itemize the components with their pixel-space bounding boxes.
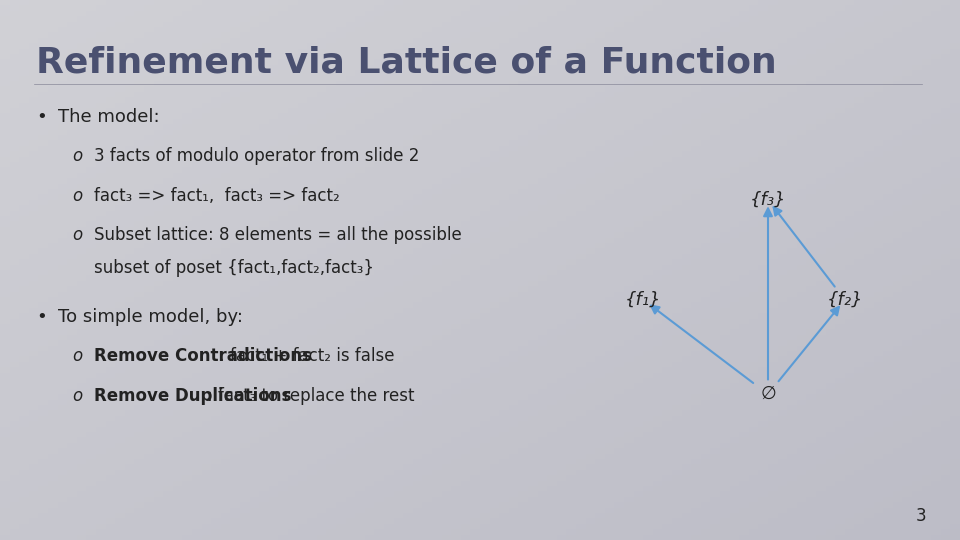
Text: : fact₁ + fact₂ is false: : fact₁ + fact₂ is false xyxy=(219,347,395,365)
Text: Subset lattice: 8 elements = all the possible: Subset lattice: 8 elements = all the pos… xyxy=(94,226,462,244)
Text: Refinement via Lattice of a Function: Refinement via Lattice of a Function xyxy=(36,46,778,80)
Text: To simple model, by:: To simple model, by: xyxy=(58,308,243,326)
Text: 3 facts of modulo operator from slide 2: 3 facts of modulo operator from slide 2 xyxy=(94,147,420,165)
Text: fact₃ => fact₁,  fact₃ => fact₂: fact₃ => fact₁, fact₃ => fact₂ xyxy=(94,187,340,205)
Text: The model:: The model: xyxy=(58,108,159,126)
Text: {f₂}: {f₂} xyxy=(827,291,863,309)
Text: subset of poset {fact₁,fact₂,fact₃}: subset of poset {fact₁,fact₂,fact₃} xyxy=(94,259,374,276)
Text: Remove Contradictions: Remove Contradictions xyxy=(94,347,312,365)
Text: 3: 3 xyxy=(916,507,926,525)
Text: : fact₃ to replace the rest: : fact₃ to replace the rest xyxy=(207,387,415,404)
Text: •: • xyxy=(36,108,47,126)
Text: {f₁}: {f₁} xyxy=(625,291,661,309)
Text: Remove Duplications: Remove Duplications xyxy=(94,387,292,404)
Text: •: • xyxy=(36,308,47,326)
Text: {f₃}: {f₃} xyxy=(750,191,786,209)
Text: o: o xyxy=(72,347,83,365)
Text: ∅: ∅ xyxy=(760,385,776,403)
Text: o: o xyxy=(72,226,83,244)
Text: o: o xyxy=(72,147,83,165)
Text: o: o xyxy=(72,187,83,205)
Text: o: o xyxy=(72,387,83,404)
